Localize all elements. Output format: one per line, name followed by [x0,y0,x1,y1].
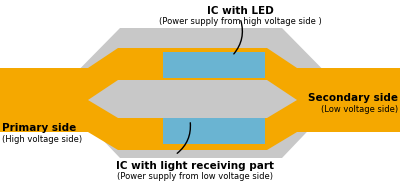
Bar [163,118,265,144]
Text: (Power supply from low voltage side): (Power supply from low voltage side) [117,172,273,181]
Text: IC with light receiving part: IC with light receiving part [116,161,274,171]
Text: (High voltage side): (High voltage side) [2,135,82,144]
Bar [163,52,265,78]
Polygon shape [0,100,400,150]
Text: (Low voltage side): (Low voltage side) [321,105,398,114]
Text: IC with LED: IC with LED [207,6,273,16]
Text: (Power supply from high voltage side ): (Power supply from high voltage side ) [159,17,321,26]
Text: Primary side: Primary side [2,123,76,133]
Polygon shape [57,28,345,158]
Text: Secondary side: Secondary side [308,93,398,103]
Polygon shape [0,48,400,100]
